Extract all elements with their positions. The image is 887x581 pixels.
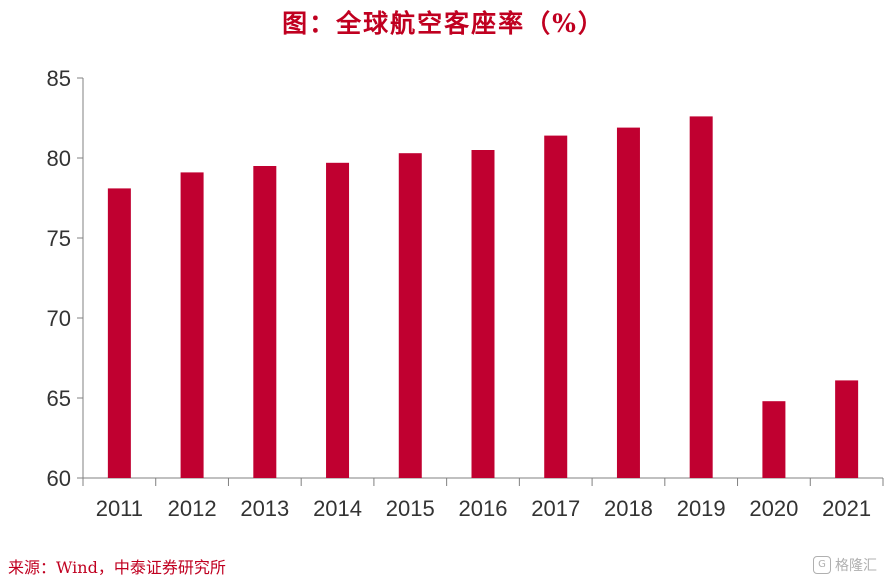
- x-tick-label: 2016: [459, 496, 508, 521]
- y-axis: 60 65 70 75 80 85: [47, 66, 84, 491]
- watermark: G 格隆汇: [813, 555, 877, 575]
- x-tick-label: 2012: [168, 496, 217, 521]
- bar: [398, 153, 422, 478]
- bar: [616, 127, 640, 478]
- logo-icon: G: [813, 556, 831, 574]
- x-axis: 2011 2012 2013 2014 2015 2016 2017 2018 2019 2020…: [82, 477, 884, 521]
- x-tick-label: 2011: [96, 496, 143, 521]
- y-tick-label: 75: [47, 226, 71, 251]
- bar: [835, 380, 859, 478]
- x-tick-label: 2018: [604, 496, 653, 521]
- bar: [326, 162, 350, 479]
- bar: [762, 401, 786, 478]
- y-tick-label: 65: [47, 386, 71, 411]
- bar: [253, 166, 277, 478]
- source-note: 来源：Wind，中泰证券研究所: [8, 558, 226, 577]
- bar: [544, 135, 568, 478]
- y-tick-label: 60: [47, 466, 71, 491]
- bar: [471, 150, 495, 478]
- bar: [689, 116, 713, 479]
- y-tick-label: 85: [47, 66, 71, 91]
- chart-title: 图：全球航空客座率（%）: [282, 9, 605, 38]
- x-tick-label: 2021: [822, 496, 871, 521]
- y-tick-label: 70: [47, 306, 71, 331]
- x-tick-label: 2014: [313, 496, 362, 521]
- x-tick-label: 2015: [386, 496, 435, 521]
- x-tick-label: 2020: [749, 496, 798, 521]
- x-tick-label: 2019: [677, 496, 726, 521]
- bar: [107, 188, 131, 478]
- watermark-text: 格隆汇: [835, 558, 877, 574]
- x-tick-label: 2017: [531, 496, 580, 521]
- y-tick-label: 80: [47, 146, 71, 171]
- bar: [180, 172, 204, 478]
- x-tick-label: 2013: [240, 496, 289, 521]
- bars-group: [107, 116, 859, 479]
